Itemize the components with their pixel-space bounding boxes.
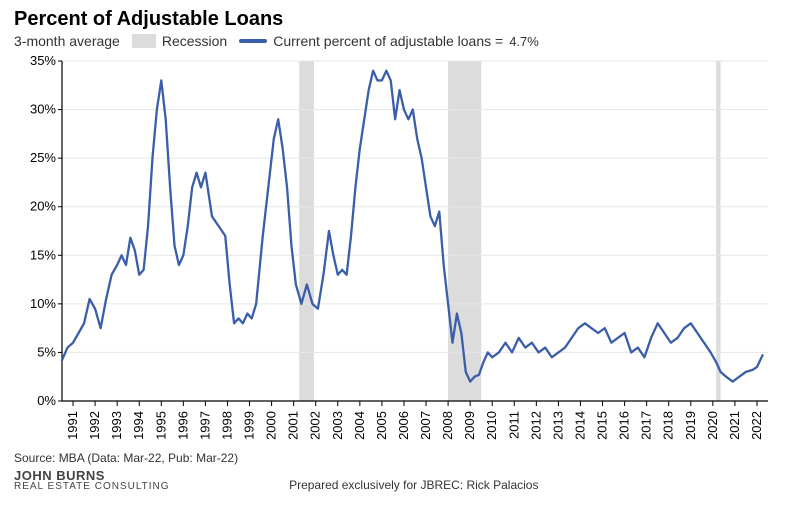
svg-text:2020: 2020 bbox=[705, 411, 720, 440]
chart-area: 0% 5% 10% 15% 20% 25% 30% 35% 1991 1992 1993 1994 19… bbox=[14, 55, 778, 449]
svg-text:2001: 2001 bbox=[286, 411, 301, 440]
legend-recession-label: Recession bbox=[162, 33, 227, 49]
svg-text:2011: 2011 bbox=[506, 411, 521, 439]
svg-text:2007: 2007 bbox=[418, 411, 433, 440]
svg-text:2005: 2005 bbox=[374, 411, 389, 440]
svg-text:2014: 2014 bbox=[572, 411, 587, 440]
legend-current: Current percent of adjustable loans = 4.… bbox=[239, 33, 539, 49]
svg-text:2013: 2013 bbox=[550, 411, 565, 440]
svg-text:15%: 15% bbox=[30, 247, 56, 262]
svg-text:2002: 2002 bbox=[308, 411, 323, 440]
svg-text:10%: 10% bbox=[30, 296, 56, 311]
legend-current-value: 4.7% bbox=[509, 34, 539, 49]
svg-text:2003: 2003 bbox=[330, 411, 345, 440]
svg-text:2021: 2021 bbox=[727, 411, 742, 440]
chart-container: Percent of Adjustable Loans 3-month aver… bbox=[0, 0, 792, 520]
svg-text:1998: 1998 bbox=[219, 411, 234, 440]
svg-text:1991: 1991 bbox=[65, 411, 80, 440]
footer: JOHN BURNS REAL ESTATE CONSULTING Prepar… bbox=[14, 469, 778, 492]
chart-svg: 0% 5% 10% 15% 20% 25% 30% 35% 1991 1992 1993 1994 19… bbox=[14, 55, 778, 449]
legend-row: 3-month average Recession Current percen… bbox=[14, 33, 778, 49]
legend-recession: Recession bbox=[132, 33, 227, 49]
chart-title: Percent of Adjustable Loans bbox=[14, 8, 778, 31]
svg-text:0%: 0% bbox=[37, 393, 56, 408]
line-swatch bbox=[239, 39, 267, 43]
svg-text:2004: 2004 bbox=[352, 411, 367, 440]
svg-text:5%: 5% bbox=[37, 344, 56, 359]
svg-text:2008: 2008 bbox=[440, 411, 455, 440]
svg-text:1995: 1995 bbox=[153, 411, 168, 440]
svg-text:1999: 1999 bbox=[242, 411, 257, 440]
svg-text:2006: 2006 bbox=[396, 411, 411, 440]
source-text: Source: MBA (Data: Mar-22, Pub: Mar-22) bbox=[14, 451, 778, 465]
svg-text:2010: 2010 bbox=[484, 411, 499, 440]
logo-sub: REAL ESTATE CONSULTING bbox=[14, 482, 170, 492]
svg-text:1993: 1993 bbox=[109, 411, 124, 440]
svg-text:2018: 2018 bbox=[661, 411, 676, 440]
prepared-for: Prepared exclusively for JBREC: Rick Pal… bbox=[170, 478, 658, 492]
svg-text:2022: 2022 bbox=[749, 411, 764, 440]
svg-text:2009: 2009 bbox=[462, 411, 477, 440]
svg-text:35%: 35% bbox=[30, 55, 56, 68]
svg-text:1996: 1996 bbox=[175, 411, 190, 440]
svg-text:2012: 2012 bbox=[528, 411, 543, 440]
svg-text:2015: 2015 bbox=[595, 411, 610, 440]
svg-text:2017: 2017 bbox=[639, 411, 654, 440]
recession-swatch bbox=[132, 34, 156, 48]
svg-text:2016: 2016 bbox=[617, 411, 632, 440]
svg-text:25%: 25% bbox=[30, 150, 56, 165]
legend-current-label: Current percent of adjustable loans = bbox=[273, 33, 503, 49]
svg-text:1997: 1997 bbox=[197, 411, 212, 440]
svg-text:20%: 20% bbox=[30, 199, 56, 214]
svg-text:30%: 30% bbox=[30, 102, 56, 117]
subtitle: 3-month average bbox=[14, 33, 120, 49]
svg-text:1994: 1994 bbox=[131, 411, 146, 440]
svg-text:2019: 2019 bbox=[683, 411, 698, 440]
logo: JOHN BURNS REAL ESTATE CONSULTING bbox=[14, 469, 170, 492]
svg-text:1992: 1992 bbox=[87, 411, 102, 440]
svg-text:2000: 2000 bbox=[264, 411, 279, 440]
